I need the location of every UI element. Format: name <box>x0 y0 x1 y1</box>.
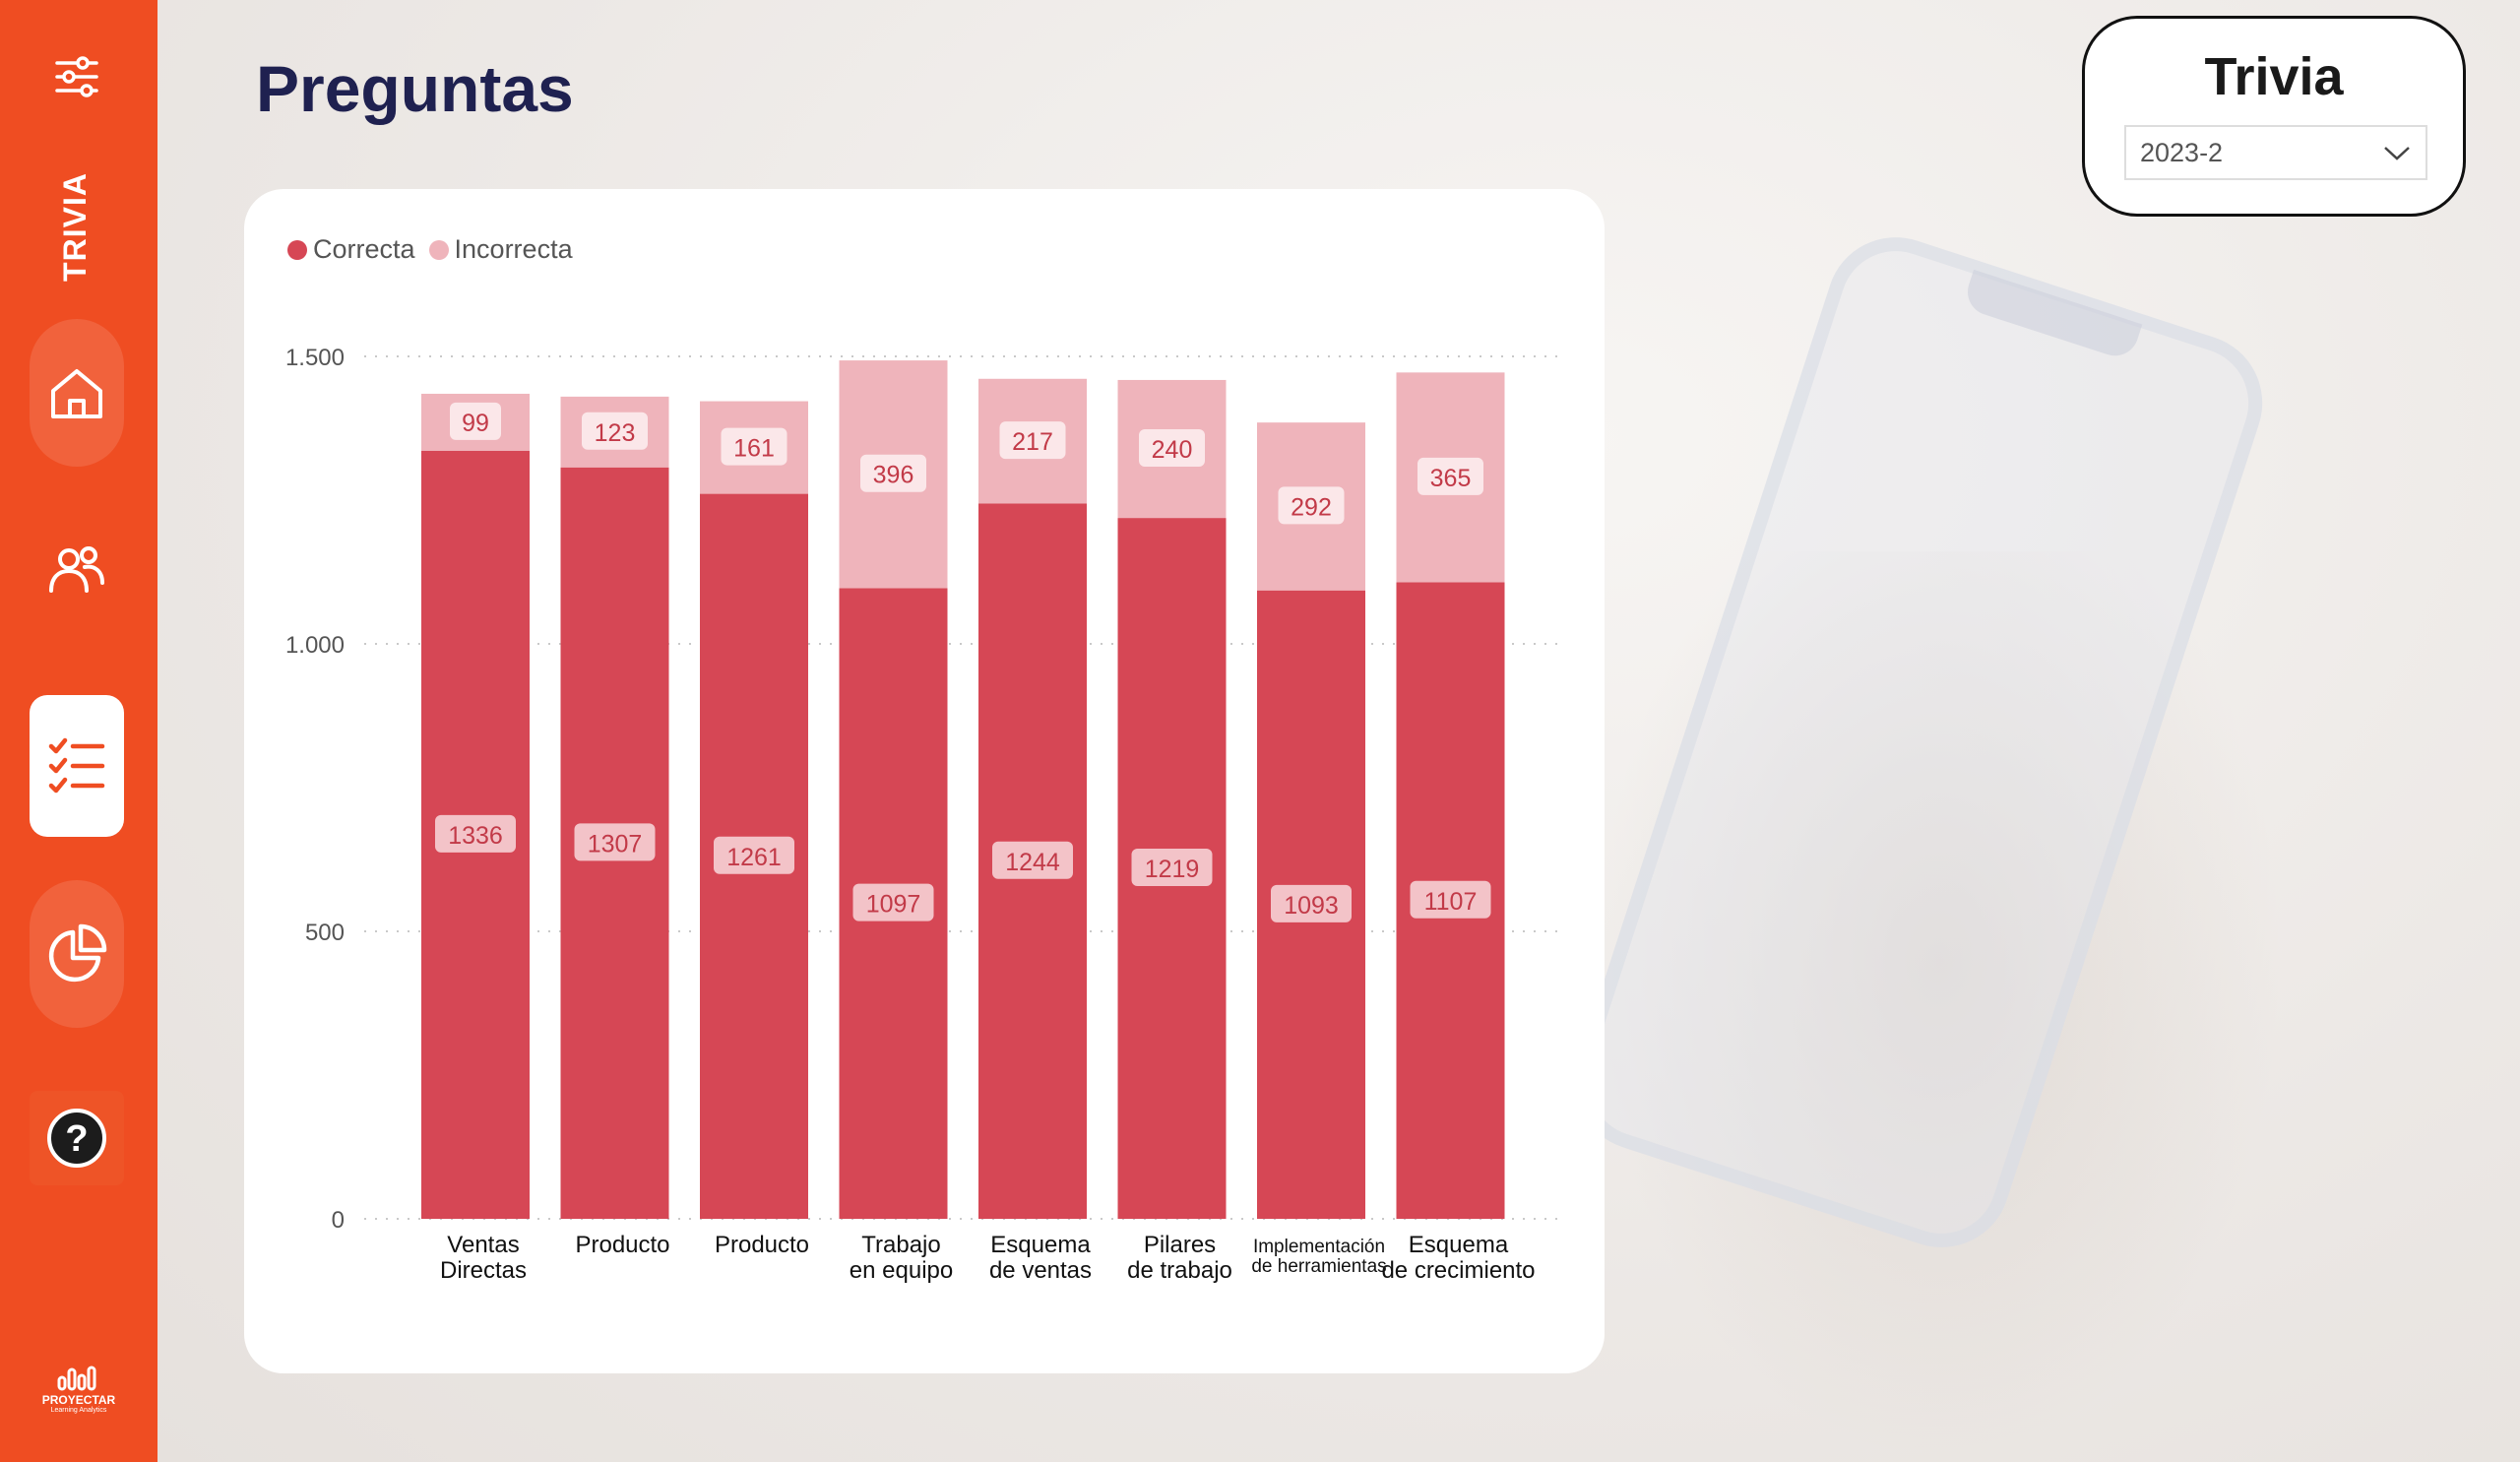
data-label-box <box>714 836 794 874</box>
help-icon: ? <box>47 1109 106 1168</box>
data-label-box <box>992 841 1073 879</box>
data-label: 1219 <box>1145 856 1200 883</box>
section-label-text: TRIVIA <box>56 171 93 282</box>
data-label-box <box>999 421 1066 460</box>
legend-label-correcta: Correcta <box>313 234 415 264</box>
x-tick-label: Implementación de herramientas <box>1251 1237 1386 1277</box>
data-label: 161 <box>733 435 775 463</box>
pie-chart-icon <box>48 923 107 983</box>
y-tick-label: 500 <box>305 920 345 946</box>
data-label-box <box>574 823 656 861</box>
data-label: 1097 <box>866 891 921 919</box>
help-button[interactable]: ? <box>30 1091 124 1185</box>
chevron-down-icon <box>2384 147 2410 160</box>
section-label: TRIVIA <box>43 167 106 286</box>
nav-users[interactable] <box>30 522 124 616</box>
sliders-icon <box>55 56 98 97</box>
trivia-slicer: Trivia 2023-2 <box>2082 16 2466 217</box>
legend-dot-correcta <box>287 239 307 260</box>
checklist-icon <box>48 737 105 794</box>
sidebar: TRIVIA ? <box>0 0 158 1462</box>
data-label-box <box>435 814 516 853</box>
data-label-box <box>852 883 934 922</box>
legend-label-incorrecta: Incorrecta <box>454 234 573 264</box>
filters-button[interactable] <box>30 30 124 124</box>
data-label-box <box>1131 849 1213 887</box>
nav-questions[interactable] <box>30 695 124 837</box>
x-tick-label: Producto <box>715 1232 809 1258</box>
data-label: 1107 <box>1424 888 1478 916</box>
stacked-bar-chart: 0 500 1.000 1.500 1336 99 Ventas Directas 1307 12… <box>285 345 1565 1284</box>
home-icon <box>51 369 102 418</box>
data-label: 240 <box>1152 436 1193 464</box>
data-label: 1244 <box>1005 849 1060 876</box>
x-tick-label: Esquema de ventas <box>989 1232 1092 1284</box>
users-icon <box>49 546 104 593</box>
data-label-box <box>1271 884 1352 922</box>
y-tick-label: 0 <box>332 1207 345 1234</box>
trivia-period-dropdown[interactable]: 2023-2 <box>2124 125 2427 180</box>
legend-item-correcta[interactable]: Correcta <box>287 234 415 265</box>
data-label-box <box>721 427 788 466</box>
nav-reports[interactable] <box>30 880 124 1028</box>
data-label: 1093 <box>1284 892 1339 920</box>
x-tick-label: Pilares de trabajo <box>1127 1232 1232 1284</box>
nav-home[interactable] <box>30 319 124 467</box>
questions-chart-card: Correcta Incorrecta 0 500 1.000 1.500 1336 99… <box>244 189 1605 1373</box>
data-label: 123 <box>595 419 636 447</box>
data-label-box <box>1410 880 1491 919</box>
logo-tagline: Learning Analytics <box>50 1407 107 1414</box>
data-label: 1336 <box>448 822 503 850</box>
y-tick-label: 1.000 <box>285 632 345 659</box>
x-tick-label: Producto <box>575 1232 669 1258</box>
data-label-box <box>450 402 501 440</box>
data-label: 99 <box>462 410 489 437</box>
data-label: 1307 <box>588 830 643 858</box>
data-label-box <box>860 454 926 492</box>
data-label-box <box>582 412 648 450</box>
x-tick-label: Esquema de crecimiento <box>1381 1232 1535 1284</box>
data-label: 292 <box>1291 493 1332 521</box>
page-title: Preguntas <box>256 52 574 125</box>
data-label-box <box>1139 429 1205 468</box>
x-tick-label: Trabajo en equipo <box>850 1232 953 1284</box>
bar-logo-icon <box>57 1366 96 1391</box>
brand-logo: PROYECTAR Learning Analytics <box>22 1364 136 1432</box>
legend-dot-incorrecta <box>428 239 449 260</box>
data-label: 365 <box>1430 465 1472 492</box>
x-tick-label: Ventas Directas <box>440 1232 527 1284</box>
dropdown-value: 2023-2 <box>2140 137 2224 167</box>
chart-legend: Correcta Incorrecta <box>287 234 573 265</box>
slicer-title: Trivia <box>2204 47 2344 106</box>
y-tick-label: 1.500 <box>285 345 345 371</box>
data-label: 396 <box>873 462 914 489</box>
data-label: 1261 <box>726 844 782 871</box>
data-label-box <box>1418 457 1483 495</box>
logo-name: PROYECTAR <box>41 1393 116 1407</box>
data-label: 217 <box>1012 428 1053 456</box>
svg-text:?: ? <box>65 1118 88 1160</box>
data-label-box <box>1278 486 1345 525</box>
legend-item-incorrecta[interactable]: Incorrecta <box>428 234 573 265</box>
